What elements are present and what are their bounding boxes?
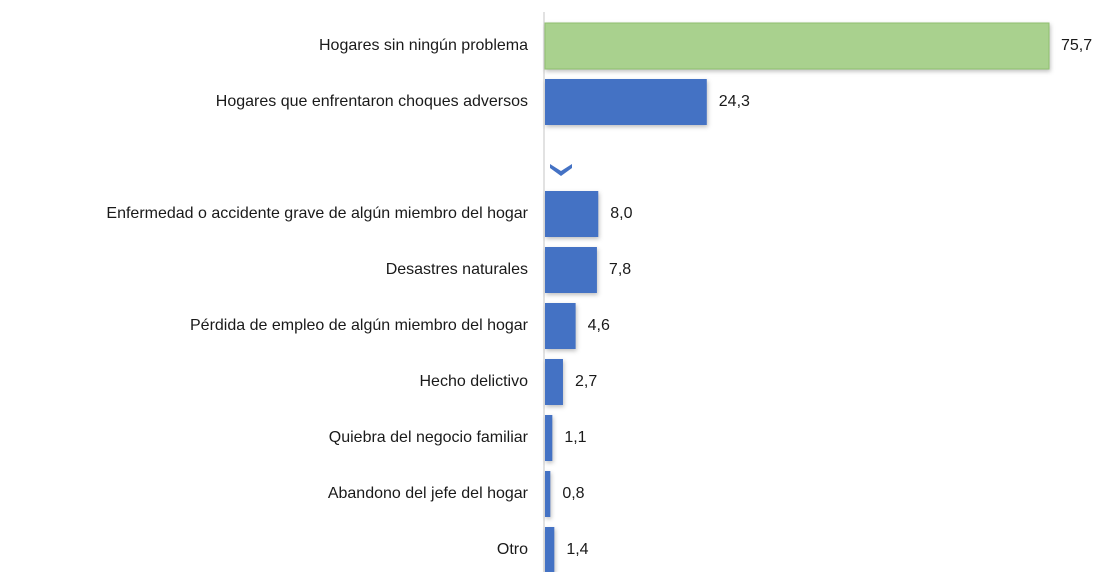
- value-label: 4,6: [588, 317, 610, 334]
- bar: [545, 79, 707, 125]
- bar: [545, 191, 599, 237]
- category-label: Hogares que enfrentaron choques adversos: [216, 93, 528, 110]
- value-label: 2,7: [575, 373, 597, 390]
- bar: [544, 22, 1050, 70]
- bar: [545, 527, 555, 572]
- bar: [545, 415, 553, 461]
- value-label: 1,4: [566, 541, 588, 558]
- category-label: Enfermedad o accidente grave de algún mi…: [106, 205, 528, 222]
- category-label: Abandono del jefe del hogar: [328, 485, 529, 502]
- category-label: Hecho delictivo: [420, 373, 529, 390]
- value-label: 0,8: [562, 485, 584, 502]
- chevron: [550, 164, 572, 176]
- category-label: Hogares sin ningún problema: [319, 37, 528, 54]
- value-label: 1,1: [564, 429, 586, 446]
- value-label: 8,0: [610, 205, 632, 222]
- value-label: 75,7: [1061, 37, 1092, 54]
- bar: [545, 247, 597, 293]
- value-label: 24,3: [719, 93, 750, 110]
- category-label: Otro: [497, 541, 528, 558]
- bar: [545, 303, 576, 349]
- category-label: Pérdida de empleo de algún miembro del h…: [190, 317, 529, 334]
- bar: [545, 359, 563, 405]
- bar: [545, 471, 551, 517]
- value-label: 7,8: [609, 261, 631, 278]
- category-label: Desastres naturales: [386, 261, 528, 278]
- category-label: Quiebra del negocio familiar: [329, 429, 529, 446]
